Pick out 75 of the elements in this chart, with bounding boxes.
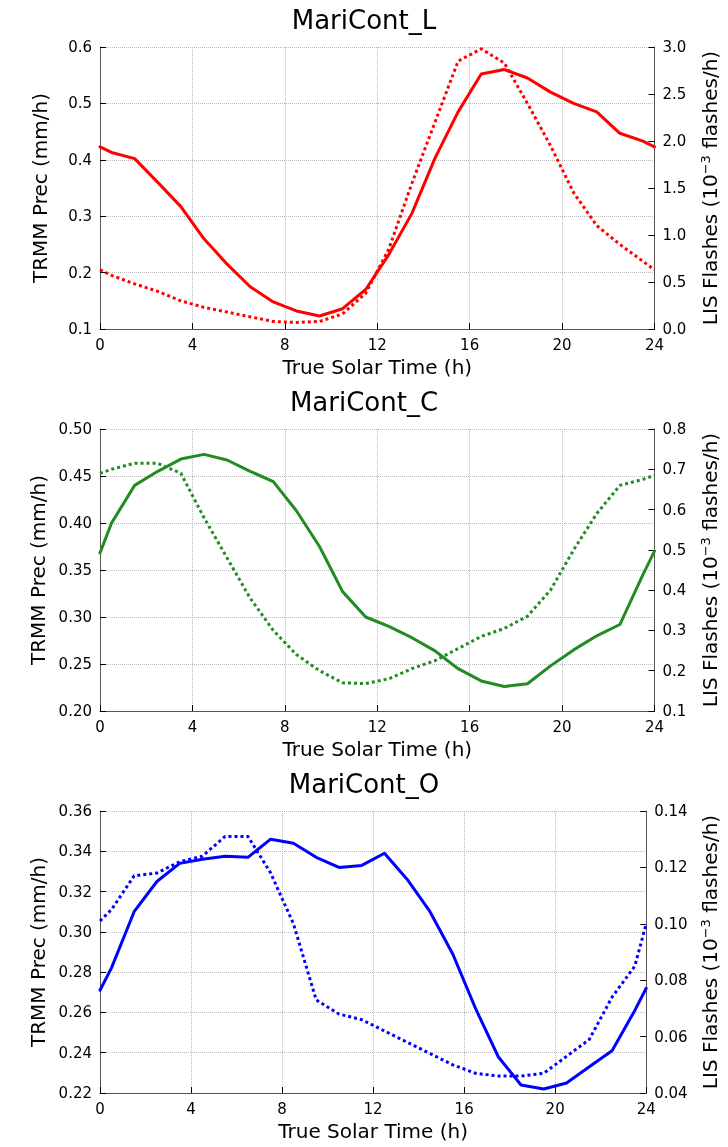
y-axis-title: TRMM Prec (mm/h)	[28, 92, 52, 285]
x-tick-label: 20	[545, 1099, 565, 1118]
y2-tick-label: 0.5	[662, 273, 687, 291]
x-axis-title: True Solar Time (h)	[281, 355, 473, 379]
chart-title: MariCont_O	[288, 769, 440, 799]
y2-tick-label: 0.14	[654, 802, 688, 820]
x-tick-label: 8	[280, 335, 290, 354]
y2-tick-label: 1.0	[662, 226, 687, 244]
y-tick-label: 0.1	[68, 320, 92, 338]
x-axis-title: True Solar Time (h)	[277, 1119, 468, 1143]
y2-tick-label: 0.8	[662, 420, 687, 438]
y-tick-label: 0.30	[58, 608, 92, 626]
y2-tick-label: 0.08	[654, 971, 688, 990]
x-axis-title: True Solar Time (h)	[281, 737, 473, 761]
x-tick-label: 0	[95, 335, 105, 354]
y-tick-label: 0.24	[58, 1043, 92, 1062]
y2-tick-label: 2.5	[662, 85, 687, 103]
x-tick-label: 20	[552, 717, 572, 736]
y-tick-label: 0.2	[68, 263, 92, 282]
y-tick-label: 0.45	[58, 467, 92, 485]
y2-tick-label: 0.06	[654, 1027, 688, 1046]
x-tick-label: 4	[187, 335, 198, 354]
chart-title: MariCont_L	[291, 5, 437, 35]
y-tick-label: 0.28	[58, 963, 92, 982]
x-tick-label: 24	[636, 1099, 656, 1118]
y2-tick-label: 0.4	[662, 581, 687, 600]
y2-axis-title: LIS Flashes (10−3 flashes/h)	[697, 50, 722, 326]
y-tick-label: 0.35	[58, 561, 92, 579]
y-tick-label: 0.26	[58, 1003, 92, 1022]
x-tick-label: 8	[277, 1099, 287, 1118]
x-tick-label: 12	[363, 1099, 383, 1118]
x-tick-label: 4	[187, 717, 198, 736]
y-tick-label: 0.50	[58, 420, 92, 438]
y2-tick-label: 0.7	[662, 460, 687, 479]
x-tick-label: 24	[644, 717, 665, 736]
y-tick-label: 0.30	[58, 922, 92, 941]
y-tick-label: 0.3	[68, 207, 92, 226]
y2-axis-title: LIS Flashes (10−3 flashes/h)	[697, 814, 722, 1090]
x-tick-label: 12	[367, 335, 387, 354]
y-tick-label: 0.4	[68, 150, 92, 169]
y-tick-label: 0.5	[68, 94, 92, 113]
chart-title: MariCont_C	[289, 387, 439, 417]
y2-axis-title: LIS Flashes (10−3 flashes/h)	[697, 432, 722, 708]
y-tick-label: 0.6	[68, 38, 92, 56]
y2-tick-label: 0.1	[662, 702, 687, 720]
x-tick-label: 16	[460, 717, 480, 736]
y2-tick-label: 0.6	[662, 500, 687, 519]
y2-tick-label: 1.5	[662, 179, 687, 197]
y-axis-title: TRMM Prec (mm/h)	[25, 474, 50, 667]
y2-tick-label: 0.0	[662, 320, 687, 338]
y2-tick-label: 3.0	[662, 38, 687, 56]
x-tick-label: 16	[460, 335, 480, 354]
y-tick-label: 0.25	[58, 655, 92, 673]
x-tick-label: 8	[280, 717, 290, 736]
y2-tick-label: 0.3	[662, 621, 687, 640]
y2-tick-label: 0.2	[662, 661, 687, 680]
x-tick-label: 12	[367, 717, 387, 736]
y2-tick-label: 0.04	[654, 1084, 688, 1102]
y2-tick-label: 0.10	[654, 914, 688, 933]
x-tick-label: 16	[454, 1099, 474, 1118]
x-tick-label: 0	[95, 717, 105, 736]
x-tick-label: 4	[186, 1099, 196, 1118]
y-tick-label: 0.36	[58, 802, 92, 820]
y-tick-label: 0.20	[58, 702, 92, 720]
y-tick-label: 0.22	[58, 1084, 92, 1102]
y2-tick-label: 0.12	[654, 858, 688, 877]
y2-tick-label: 0.5	[662, 540, 687, 559]
x-tick-label: 0	[95, 1099, 105, 1118]
x-tick-label: 20	[552, 335, 572, 354]
x-tick-label: 24	[644, 335, 665, 354]
y-tick-label: 0.40	[58, 514, 92, 532]
y-tick-label: 0.32	[58, 882, 92, 901]
y-tick-label: 0.34	[58, 842, 92, 861]
y2-tick-label: 2.0	[662, 132, 687, 150]
y-axis-title: TRMM Prec (mm/h)	[25, 856, 50, 1049]
